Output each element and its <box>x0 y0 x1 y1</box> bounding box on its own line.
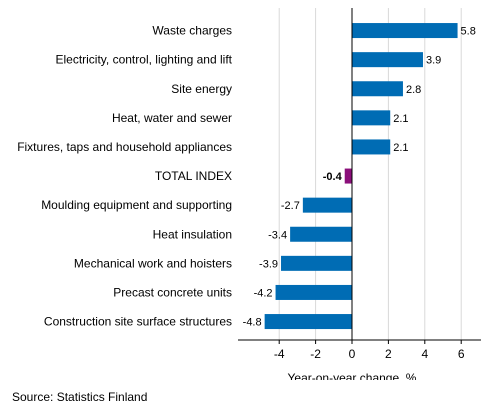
category-label: Waste charges <box>152 24 232 38</box>
category-label: Precast concrete units <box>113 285 232 299</box>
x-tick-label: 4 <box>421 347 428 361</box>
value-label: 5.8 <box>461 26 476 38</box>
value-label: 2.1 <box>393 113 408 125</box>
category-labels: Waste charges Electricity, control, light… <box>17 24 232 329</box>
x-tick-label: 6 <box>458 347 465 361</box>
category-label: Construction site surface structures <box>44 315 232 329</box>
bar-5 <box>344 168 352 184</box>
value-label: -4.8 <box>243 317 262 329</box>
value-label: -4.2 <box>254 287 273 299</box>
category-label: Fixtures, taps and household appliances <box>17 140 232 154</box>
value-label: -3.4 <box>268 229 287 241</box>
bar-2 <box>352 81 403 97</box>
category-label: Site energy <box>171 82 232 96</box>
category-label: Mechanical work and hoisters <box>74 256 232 270</box>
category-label: TOTAL INDEX <box>155 169 232 183</box>
value-label: 3.9 <box>426 55 441 67</box>
bar-chart: Waste charges Electricity, control, light… <box>17 8 481 380</box>
value-label: -2.7 <box>281 200 300 212</box>
bar-8 <box>281 255 352 271</box>
bar-6 <box>302 197 352 213</box>
x-axis: -4 -2 0 2 4 6 <box>238 8 481 361</box>
bar-9 <box>275 284 352 300</box>
category-label: Heat insulation <box>153 227 232 241</box>
bars <box>264 23 458 330</box>
bar-10 <box>264 314 352 330</box>
x-tick-label: -2 <box>310 347 321 361</box>
x-tick-label: -4 <box>274 347 285 361</box>
bar-4 <box>352 139 391 155</box>
value-labels: 5.8 3.9 2.8 2.1 2.1 -0.4 -2.7 -3.4 -3.9 -4.2 -4.8 <box>243 26 476 329</box>
category-label: Heat, water and sewer <box>112 111 232 125</box>
value-label: 2.8 <box>406 84 421 96</box>
x-tick-label: 2 <box>385 347 392 361</box>
category-label: Electricity, control, lighting and lift <box>55 53 232 67</box>
value-label: 2.1 <box>393 142 408 154</box>
bar-0 <box>352 23 458 39</box>
value-label: -0.4 <box>323 171 343 183</box>
value-label: -3.9 <box>259 258 278 270</box>
bar-3 <box>352 110 391 126</box>
x-axis-label: Year-on-year change, % <box>288 371 417 380</box>
source-note: Source: Statistics Finland <box>12 390 148 404</box>
x-tick-label: 0 <box>349 347 356 361</box>
bar-7 <box>290 226 352 242</box>
category-label: Moulding equipment and supporting <box>41 198 232 212</box>
bar-1 <box>352 52 423 68</box>
